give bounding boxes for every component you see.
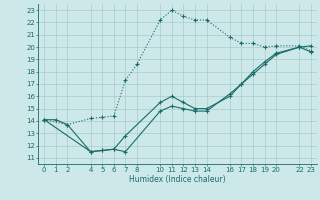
X-axis label: Humidex (Indice chaleur): Humidex (Indice chaleur) (129, 175, 226, 184)
